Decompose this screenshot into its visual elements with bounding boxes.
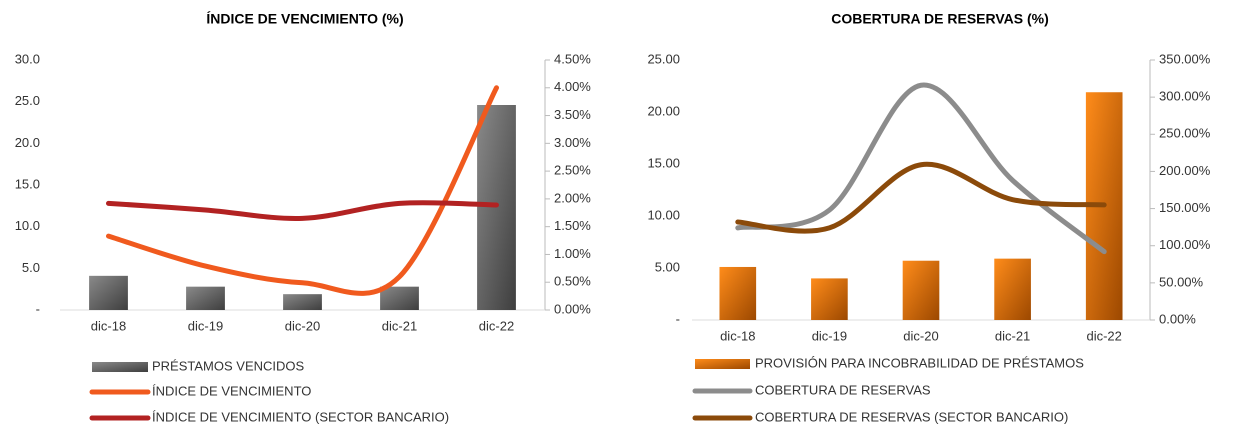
y2-tick-label: 350.00%	[1159, 51, 1211, 66]
y-tick-label: 20.0	[15, 135, 40, 150]
legend-swatch	[92, 362, 148, 372]
bar	[719, 266, 757, 320]
legend-label: PRÉSTAMOS VENCIDOS	[152, 358, 305, 373]
line-series	[735, 82, 1107, 255]
x-tick-label: dic-21	[995, 328, 1030, 343]
legend-swatch	[695, 359, 750, 369]
x-tick-label: dic-18	[720, 328, 755, 343]
bar	[380, 286, 419, 310]
y-tick-label: 15.0	[15, 176, 40, 191]
legend-label: COBERTURA DE RESERVAS	[755, 382, 931, 397]
y2-tick-label: 250.00%	[1159, 126, 1211, 141]
y2-tick-label: 150.00%	[1159, 200, 1211, 215]
y-tick-label: -	[676, 311, 680, 326]
chart-title: ÍNDICE DE VENCIMIENTO (%)	[206, 11, 403, 27]
x-tick-label: dic-18	[91, 318, 126, 333]
y2-tick-label: 3.50%	[554, 107, 591, 122]
y2-tick-label: 300.00%	[1159, 89, 1211, 104]
bar	[477, 105, 516, 310]
y-tick-label: 15.00	[647, 155, 680, 170]
y2-tick-label: 0.00%	[554, 301, 591, 316]
y2-tick-label: 50.00%	[1159, 274, 1204, 289]
legend-label: ÍNDICE DE VENCIMIENTO (SECTOR BANCARIO)	[152, 409, 449, 424]
y2-tick-label: 4.50%	[554, 51, 591, 66]
y2-tick-label: 100.00%	[1159, 237, 1211, 252]
x-tick-label: dic-22	[479, 318, 514, 333]
line-series	[106, 85, 499, 296]
y2-tick-label: 200.00%	[1159, 163, 1211, 178]
legend-label: ÍNDICE DE VENCIMIENTO	[152, 383, 311, 398]
bar	[994, 258, 1031, 320]
y2-tick-label: 1.00%	[554, 246, 591, 261]
legend-label: PROVISIÓN PARA INCOBRABILIDAD DE PRÉSTAM…	[755, 355, 1084, 370]
x-tick-label: dic-19	[812, 328, 847, 343]
y-tick-label: 30.0	[15, 51, 40, 66]
y-tick-label: 20.00	[647, 103, 680, 118]
chart-title: COBERTURA DE RESERVAS (%)	[831, 11, 1049, 27]
y-tick-label: 10.0	[15, 218, 40, 233]
bar	[186, 286, 225, 310]
y-tick-label: 25.00	[647, 51, 680, 66]
y2-tick-label: 0.50%	[554, 274, 591, 289]
y-tick-label: -	[36, 301, 40, 316]
line-series	[106, 200, 499, 221]
bar	[283, 294, 322, 310]
y2-tick-label: 0.00%	[1159, 311, 1196, 326]
x-tick-label: dic-21	[382, 318, 417, 333]
x-tick-label: dic-20	[903, 328, 938, 343]
bar	[811, 278, 848, 320]
bar	[89, 275, 128, 310]
y2-tick-label: 3.00%	[554, 135, 591, 150]
x-tick-label: dic-20	[285, 318, 320, 333]
legend-label: COBERTURA DE RESERVAS (SECTOR BANCARIO)	[755, 409, 1068, 424]
y-tick-label: 10.00	[647, 207, 680, 222]
y2-tick-label: 2.00%	[554, 190, 591, 205]
x-tick-label: dic-22	[1086, 328, 1121, 343]
y2-tick-label: 1.50%	[554, 218, 591, 233]
x-tick-label: dic-19	[188, 318, 223, 333]
y2-tick-label: 4.00%	[554, 79, 591, 94]
y-tick-label: 25.0	[15, 93, 40, 108]
bar	[902, 260, 940, 320]
y-tick-label: 5.00	[655, 259, 680, 274]
y2-tick-label: 2.50%	[554, 163, 591, 178]
line-series	[735, 161, 1107, 234]
y-tick-label: 5.0	[22, 260, 40, 275]
